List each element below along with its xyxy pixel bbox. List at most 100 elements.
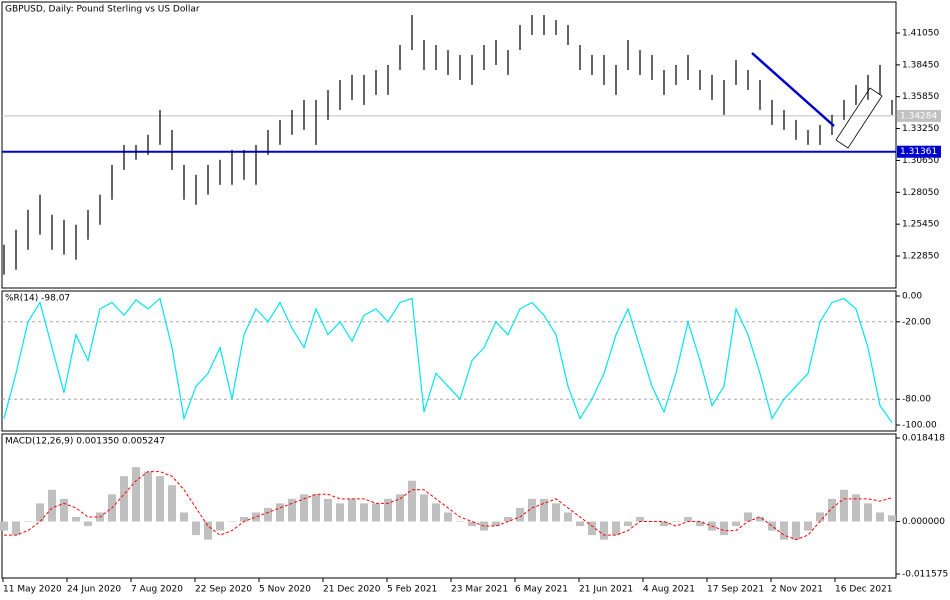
x-tick-label: 24 Jun 2020 — [67, 585, 121, 595]
x-tick-label: 5 Feb 2021 — [387, 585, 437, 595]
level-tag — [897, 145, 941, 158]
y-tick-label: 1.33250 — [902, 124, 939, 134]
x-tick-label: 21 Dec 2020 — [323, 585, 381, 595]
macd-bar — [528, 498, 536, 522]
y-tick-label: 1.22850 — [902, 252, 939, 262]
macd-bar — [636, 516, 644, 522]
macd-bar — [36, 503, 44, 522]
wr-line — [3, 297, 893, 423]
x-tick-label: 23 Mar 2021 — [451, 585, 508, 595]
macd-bar — [336, 503, 344, 522]
indicator-title: GBPUSD, Daily: Pound Sterling vs US Doll… — [5, 5, 200, 15]
price-label: 1.34284 — [900, 111, 937, 121]
y-tick-label: -20.00 — [902, 317, 931, 327]
trend-line — [751, 52, 835, 127]
macd-bar — [168, 485, 176, 522]
macd-bar — [492, 521, 500, 527]
x-tick-label: 2 Nov 2021 — [771, 585, 823, 595]
y-tick-label: 1.38450 — [902, 60, 939, 70]
macd-bar — [264, 507, 272, 522]
x-tick-label: 16 Dec 2021 — [835, 585, 893, 595]
macd-bar — [444, 512, 452, 522]
y-tick-label: 1.35850 — [902, 92, 939, 102]
macd-bar — [864, 503, 872, 522]
x-tick-label: 7 Aug 2020 — [131, 585, 183, 595]
macd-bar — [660, 521, 668, 527]
macd-bar — [24, 521, 32, 523]
y-tick-label: 1.30650 — [902, 156, 939, 166]
macd-bar — [228, 521, 236, 523]
macd-bar — [60, 498, 68, 522]
channel — [835, 87, 883, 149]
macd-bar — [420, 494, 428, 522]
macd-bar — [324, 498, 332, 522]
macd-bar — [804, 521, 812, 531]
y-tick-label: 0.000000 — [902, 517, 945, 527]
y-tick-label: 1.28050 — [902, 188, 939, 198]
macd-bar — [300, 494, 308, 522]
panel-frame — [1, 290, 897, 432]
macd-bar — [240, 516, 248, 522]
macd-bar — [312, 494, 320, 522]
macd-bar — [720, 521, 728, 536]
macd-bar — [276, 503, 284, 522]
macd-bar — [792, 521, 800, 540]
y-tick-label: 1.25450 — [902, 220, 939, 230]
y-tick-label: 1.41050 — [902, 29, 939, 39]
macd-bar — [696, 521, 704, 527]
macd-bar — [744, 512, 752, 522]
macd-bar — [840, 489, 848, 522]
macd-bar — [360, 503, 368, 522]
macd-bar — [180, 512, 188, 522]
x-tick-label: 6 May 2021 — [515, 585, 568, 595]
macd-bar — [0, 521, 8, 531]
y-tick-label: -100.00 — [902, 421, 937, 431]
price-tag — [897, 109, 941, 122]
macd-bar — [48, 489, 56, 522]
y-tick-label: -0.011575 — [902, 570, 948, 580]
macd-bar — [612, 521, 620, 536]
macd-bar — [576, 521, 584, 527]
macd-bar — [852, 494, 860, 522]
macd-bar — [456, 521, 464, 523]
indicator-title: %R(14) -98.07 — [5, 294, 70, 304]
macd-bar — [216, 521, 224, 531]
macd-bar — [672, 521, 680, 523]
x-tick-label: 5 Nov 2020 — [259, 585, 311, 595]
macd-bar — [888, 515, 896, 522]
x-tick-label: 21 Jun 2021 — [579, 585, 633, 595]
macd-bar — [144, 471, 152, 522]
macd-bar — [72, 516, 80, 522]
macd-bar — [468, 521, 476, 527]
panel-frame — [1, 1, 897, 289]
x-tick-label: 4 Aug 2021 — [643, 585, 695, 595]
macd-bar — [372, 503, 380, 522]
macd-bar — [756, 516, 764, 522]
macd-bar — [384, 498, 392, 522]
macd-bar — [588, 521, 596, 536]
x-tick-label: 11 May 2020 — [3, 585, 62, 595]
macd-bar — [684, 516, 692, 522]
macd-bar — [432, 503, 440, 522]
macd-bar — [828, 498, 836, 522]
macd-bar — [600, 521, 608, 540]
macd-bar — [348, 498, 356, 522]
macd-bar — [132, 467, 140, 522]
y-tick-label: 0.018418 — [902, 434, 945, 444]
macd-bar — [768, 521, 776, 531]
y-tick-label: -80.00 — [902, 395, 931, 405]
macd-bar — [288, 498, 296, 522]
macd-bar — [156, 476, 164, 522]
macd-bar — [648, 521, 656, 523]
level-label: 1.31361 — [900, 147, 937, 157]
macd-bar — [816, 512, 824, 522]
macd-bar — [120, 476, 128, 522]
x-tick-label: 17 Sep 2021 — [707, 585, 764, 595]
y-tick-label: 0.00 — [902, 292, 922, 302]
x-tick-label: 22 Sep 2020 — [195, 585, 252, 595]
macd-bar — [252, 512, 260, 522]
macd-bar — [12, 521, 20, 536]
